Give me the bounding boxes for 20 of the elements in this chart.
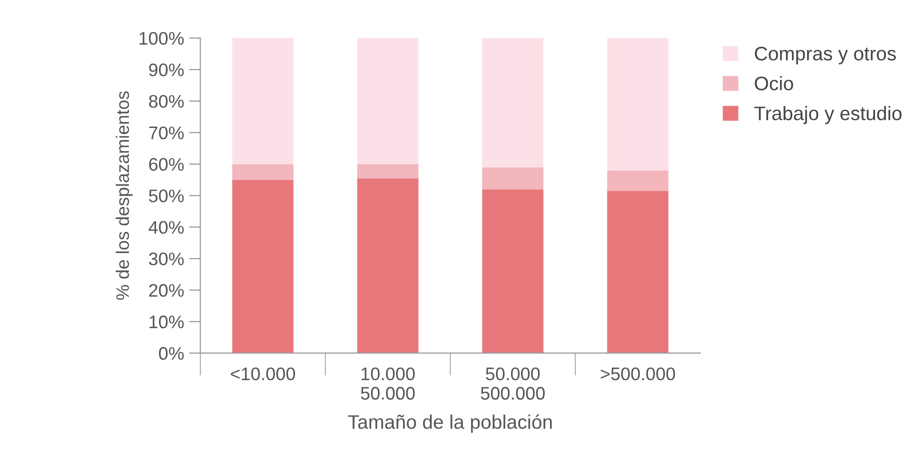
x-axis-title: Tamaño de la población — [348, 414, 552, 433]
x-tick-label: 50.000 500.000 — [480, 367, 545, 400]
y-tick-label: 80% — [149, 94, 184, 108]
y-tick-label: 20% — [149, 284, 184, 297]
x-tick-label: 10.000 50.000 — [360, 367, 415, 400]
x-tick-label: >500.000 — [600, 367, 675, 380]
y-tick-label: 10% — [150, 316, 184, 328]
y-tick-label: 40% — [148, 221, 184, 234]
y-tick-label: 50% — [148, 190, 184, 202]
y-axis-title: % de los desplazamientos — [116, 91, 133, 300]
y-tick-label: 60% — [149, 158, 184, 171]
y-tick-label: 30% — [148, 252, 184, 266]
y-tick-label: 0% — [158, 347, 184, 360]
x-tick-label: <10.000 — [230, 367, 296, 380]
y-tick-label: 100% — [140, 32, 184, 45]
y-tick-label: 70% — [149, 126, 184, 140]
y-tick-label: 90% — [149, 63, 184, 76]
legend-label: Ocio — [754, 76, 794, 90]
legend-label: Compras y otros — [754, 46, 896, 64]
legend-label: Trabajo y estudio — [754, 106, 902, 124]
